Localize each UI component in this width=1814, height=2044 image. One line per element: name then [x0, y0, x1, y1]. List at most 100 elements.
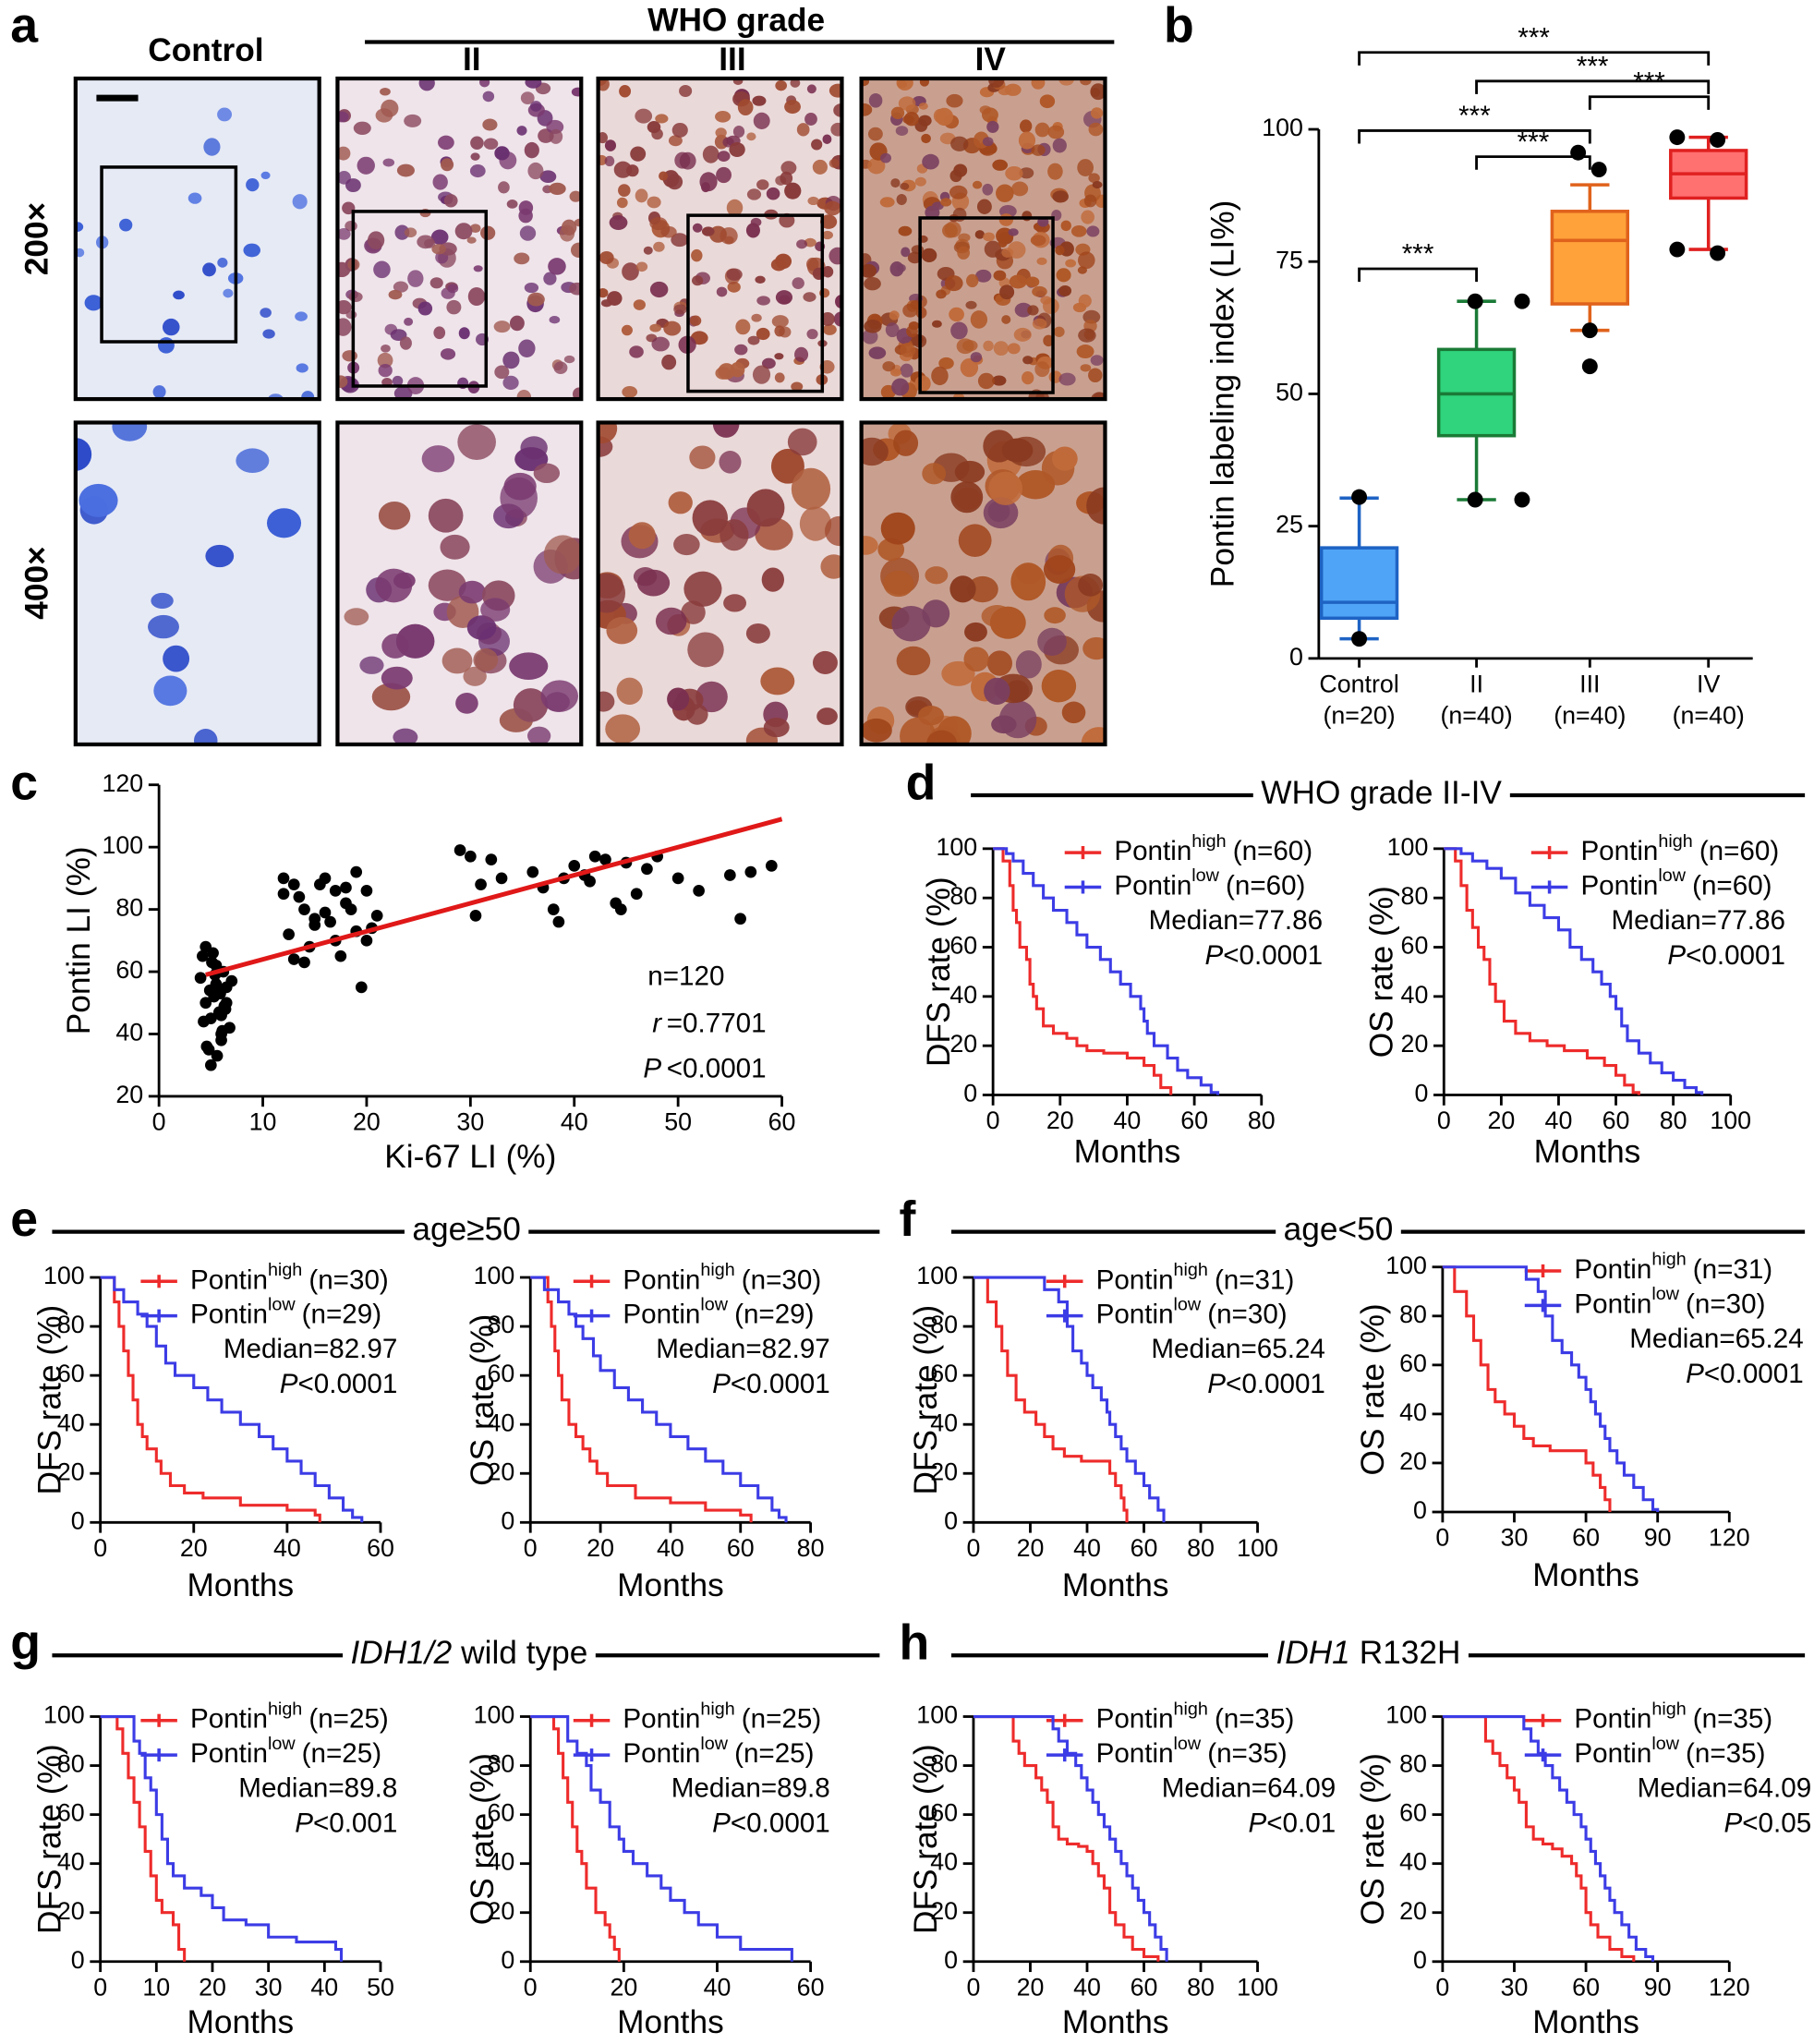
- legend-sup: high: [1651, 1250, 1686, 1270]
- point: [215, 1034, 227, 1046]
- point: [630, 888, 643, 901]
- y-tick-label: 80: [488, 1750, 515, 1778]
- nucleus: [681, 600, 706, 624]
- group-title-text: R132H: [1360, 1636, 1461, 1672]
- y-tick-label: 60: [930, 1360, 958, 1387]
- nucleus: [549, 315, 561, 324]
- nucleus: [1090, 107, 1104, 119]
- nucleus: [1018, 131, 1036, 150]
- nucleus: [503, 472, 537, 501]
- nucleus: [890, 178, 901, 188]
- nucleus: [716, 166, 732, 184]
- survival-curve: [530, 1714, 621, 1962]
- point: [641, 863, 653, 876]
- x-tick-label: (n=40): [1440, 701, 1512, 729]
- nucleus: [975, 269, 992, 283]
- nucleus: [609, 214, 628, 230]
- nucleus: [524, 141, 539, 159]
- nucleus: [752, 365, 771, 384]
- x-tick-label: 0: [967, 1973, 981, 2001]
- nucleus: [673, 533, 700, 556]
- nucleus: [393, 728, 418, 744]
- nucleus: [518, 339, 536, 358]
- x-tick-label: 0: [967, 1534, 981, 1562]
- annotation-italic: P: [280, 1369, 298, 1399]
- point: [588, 850, 601, 863]
- nucleus: [606, 617, 638, 645]
- nucleus: [1019, 167, 1034, 179]
- nucleus: [432, 174, 448, 190]
- nucleus: [633, 299, 646, 310]
- x-tick-label: Control: [1319, 671, 1398, 698]
- nucleus: [428, 569, 466, 601]
- nucleus: [880, 512, 915, 545]
- point: [216, 1024, 229, 1037]
- legend-entry: Pontinhigh (n=31): [1574, 1250, 1772, 1285]
- x-tick-label: 0: [1435, 1524, 1449, 1552]
- x-tick-label: 40: [273, 1534, 301, 1562]
- nucleus: [770, 258, 787, 272]
- nucleus: [441, 158, 454, 172]
- y-tick-label: 0: [71, 1946, 85, 1974]
- nucleus: [539, 170, 557, 183]
- nucleus: [388, 289, 403, 300]
- survival-curve: [973, 1276, 1129, 1523]
- legend-name: Pontin: [1096, 1299, 1174, 1329]
- y-tick-label: 100: [916, 1262, 958, 1289]
- survival-curve: [1442, 1714, 1655, 1962]
- x-tick-label: 60: [367, 1534, 394, 1562]
- nucleus: [548, 258, 566, 275]
- y-tick-label: 40: [1399, 1398, 1427, 1426]
- nucleus: [806, 84, 816, 94]
- nucleus: [914, 375, 931, 393]
- nucleus: [958, 524, 992, 558]
- legend-name: Pontin: [1574, 1288, 1651, 1319]
- legend-name: Pontin: [190, 1704, 268, 1735]
- nucleus: [569, 190, 582, 202]
- point: [200, 1040, 213, 1053]
- nucleus: [720, 227, 738, 245]
- x-tick-label: 10: [142, 1973, 170, 2001]
- nucleus: [616, 677, 643, 706]
- y-tick-label: 20: [57, 1897, 85, 1925]
- row-label: 400×: [19, 546, 55, 619]
- point: [298, 956, 310, 969]
- x-tick-label: 40: [1073, 1973, 1101, 2001]
- y-tick-label: 40: [1399, 1848, 1427, 1876]
- x-tick-label: 80: [797, 1534, 825, 1562]
- nucleus: [348, 291, 363, 302]
- nucleus: [820, 214, 838, 229]
- nucleus: [1011, 181, 1029, 197]
- legend-n: (n=35): [1686, 1738, 1765, 1769]
- nucleus: [683, 571, 722, 607]
- nucleus: [1047, 125, 1065, 139]
- legend-sup: low: [700, 1734, 728, 1754]
- nucleus: [799, 506, 832, 541]
- legend-n: (n=35): [1215, 1704, 1294, 1735]
- nucleus: [668, 135, 683, 147]
- x-tick-label: 0: [1437, 1107, 1451, 1134]
- y-tick-label: 40: [115, 1019, 143, 1046]
- legend-entry: Pontinhigh (n=25): [190, 1699, 389, 1735]
- nucleus: [935, 107, 954, 127]
- nucleus: [337, 171, 351, 185]
- x-tick-label: 0: [93, 1973, 107, 2001]
- micrograph: [598, 78, 842, 400]
- x-tick-label: 120: [1709, 1524, 1750, 1552]
- nucleus: [527, 162, 544, 180]
- micrograph-border: [73, 76, 321, 402]
- y-tick-label: 40: [949, 981, 977, 1009]
- y-tick-label: 0: [944, 1506, 958, 1534]
- annotation: Median=89.8: [671, 1772, 830, 1803]
- nucleus: [663, 321, 682, 336]
- legend-entry: Pontinhigh (n=25): [623, 1699, 821, 1735]
- nucleus: [84, 295, 103, 311]
- nucleus: [1031, 78, 1046, 90]
- annotation-text: Median=65.24: [1151, 1334, 1325, 1364]
- heading-gap: [1267, 1635, 1469, 1672]
- nucleus: [527, 726, 551, 744]
- y-axis-label: OS rate (%): [465, 1753, 501, 1925]
- nucleus: [666, 174, 683, 190]
- nucleus: [1009, 274, 1027, 289]
- nucleus: [787, 428, 817, 456]
